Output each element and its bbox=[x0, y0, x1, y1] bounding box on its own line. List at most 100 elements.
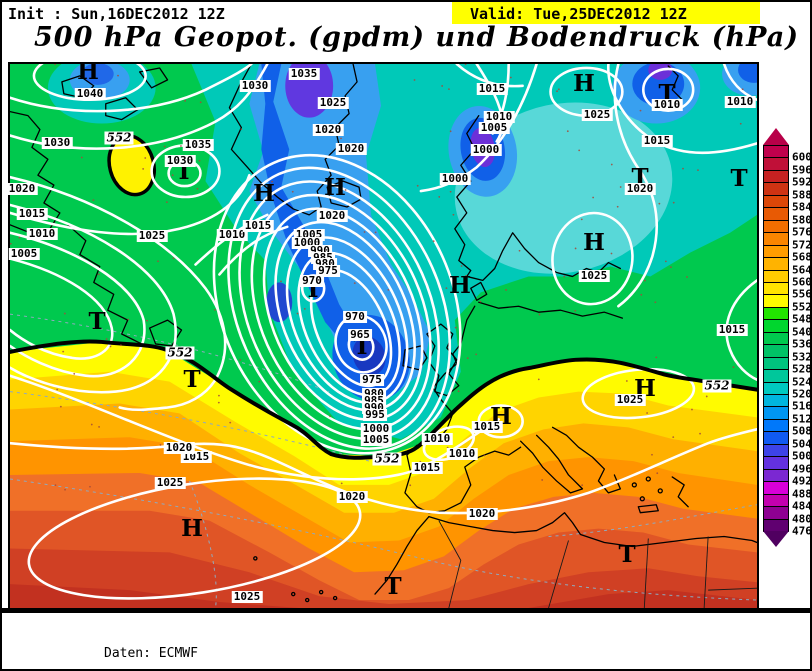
colorbar-swatch bbox=[763, 518, 789, 532]
isobar-label: 1015 bbox=[242, 219, 274, 232]
colorbar-swatch bbox=[763, 506, 789, 520]
low-center-marker: T bbox=[618, 541, 636, 568]
colorbar-tick-label: 520 bbox=[792, 387, 812, 401]
isobar-label: 1010 bbox=[216, 228, 248, 241]
isobar-label: 1025 bbox=[614, 393, 646, 406]
high-center-marker: H bbox=[253, 180, 275, 207]
colorbar-swatch bbox=[763, 369, 789, 383]
colorbar-tick-label: 540 bbox=[792, 325, 812, 339]
low-center-marker: T bbox=[88, 308, 106, 335]
colorbar-tick-label: 556 bbox=[792, 287, 812, 301]
colorbar-tick-label: 492 bbox=[792, 474, 812, 488]
colorbar-tick-label: 484 bbox=[792, 499, 812, 513]
geopotential-contour-label: 552 bbox=[372, 451, 402, 466]
colorbar-tick-label: 548 bbox=[792, 312, 812, 326]
colorbar-swatch bbox=[763, 257, 789, 271]
colorbar-tick-label: 596 bbox=[792, 163, 812, 177]
isobar-label: 1040 bbox=[74, 87, 106, 100]
isobar-label: 1025 bbox=[317, 96, 349, 109]
isobar-label: 1030 bbox=[164, 154, 196, 167]
isobar-label: 1000 bbox=[360, 422, 392, 435]
isobar-label: 975 bbox=[360, 373, 384, 386]
isobar-label: 1035 bbox=[288, 67, 320, 80]
valid-time-label: Valid: Tue,25DEC2012 12Z bbox=[470, 5, 687, 23]
colorbar-tick-label: 584 bbox=[792, 200, 812, 214]
colorbar-tick-label: 568 bbox=[792, 250, 812, 264]
colorbar-swatch bbox=[763, 281, 789, 296]
colorbar-arrow-up-icon bbox=[763, 128, 789, 145]
geopotential-contour-label: 552 bbox=[702, 378, 732, 393]
colorbar-swatch bbox=[763, 219, 789, 234]
colorbar-swatch bbox=[763, 194, 789, 209]
isobar-label: 975 bbox=[316, 264, 340, 277]
colorbar-tick-label: 564 bbox=[792, 263, 812, 277]
isobar-label: 1025 bbox=[581, 108, 613, 121]
colorbar-swatch bbox=[763, 456, 789, 470]
colorbar-swatch bbox=[763, 269, 789, 283]
colorbar-tick-label: 600 bbox=[792, 150, 812, 164]
colorbar-tick-label: 476 bbox=[792, 524, 812, 538]
isobar-label: 1025 bbox=[154, 476, 186, 489]
high-center-marker: H bbox=[573, 70, 595, 97]
colorbar-swatch bbox=[763, 244, 789, 259]
isobar-label: 970 bbox=[300, 274, 324, 287]
colorbar-arrow-down-icon bbox=[763, 531, 789, 547]
isobar-label: 1005 bbox=[478, 121, 510, 134]
isobar-label: 1000 bbox=[470, 143, 502, 156]
isobar-label: 1010 bbox=[483, 110, 515, 123]
colorbar-tick-label: 576 bbox=[792, 225, 812, 239]
colorbar-tick-label: 504 bbox=[792, 437, 812, 451]
isobar-label: 1020 bbox=[6, 182, 38, 195]
page-title: 500 hPa Geopot. (gpdm) und Bodendruck (h… bbox=[34, 22, 800, 53]
isobar-label: 1035 bbox=[182, 138, 214, 151]
colorbar-swatch bbox=[763, 418, 789, 433]
footer-source: Daten: ECMWF bbox=[104, 646, 198, 661]
map-bottom-divider bbox=[2, 608, 810, 613]
colorbar-tick-label: 536 bbox=[792, 337, 812, 351]
isobar-label: 1020 bbox=[312, 123, 344, 136]
low-center-marker: T bbox=[384, 573, 402, 600]
geopotential-colorbar: 600 596 592 588 584 580 576 572 568 564 560 556 552 5… bbox=[762, 128, 810, 552]
colorbar-swatch bbox=[763, 394, 789, 408]
country-borders bbox=[438, 520, 757, 608]
isobar-label: 1020 bbox=[624, 182, 656, 195]
colorbar-tick-label: 488 bbox=[792, 487, 812, 501]
isobar-label: 1005 bbox=[360, 433, 392, 446]
colorbar-tick-label: 580 bbox=[792, 213, 812, 227]
colorbar-swatch bbox=[763, 207, 789, 221]
isobar-label: 1010 bbox=[26, 227, 58, 240]
colorbar-swatch bbox=[763, 232, 789, 246]
high-center-marker: H bbox=[181, 515, 203, 542]
isobar-label: 970 bbox=[343, 310, 367, 323]
isobar-label: 1010 bbox=[651, 98, 683, 111]
isobar-label: 1025 bbox=[231, 590, 263, 603]
colorbar-tick-label: 528 bbox=[792, 362, 812, 376]
colorbar-swatch bbox=[763, 406, 789, 420]
isobar-label: 1020 bbox=[336, 490, 368, 503]
high-center-marker: H bbox=[324, 174, 346, 201]
colorbar-swatch bbox=[763, 468, 789, 483]
colorbar-swatch bbox=[763, 294, 789, 308]
isobar-label: 1015 bbox=[411, 461, 443, 474]
isobar-label: 1015 bbox=[471, 420, 503, 433]
geopotential-contour-label: 552 bbox=[104, 130, 134, 145]
isobar-label: 1015 bbox=[16, 207, 48, 220]
colorbar-tick-label: 500 bbox=[792, 449, 812, 463]
colorbar-swatch bbox=[763, 443, 789, 458]
colorbar-tick-label: 588 bbox=[792, 188, 812, 202]
colorbar-swatch bbox=[763, 381, 789, 396]
valid-time-highlight: Valid: Tue,25DEC2012 12Z bbox=[452, 2, 760, 24]
colorbar-tick-label: 512 bbox=[792, 412, 812, 426]
colorbar-tick-label: 516 bbox=[792, 399, 812, 413]
colorbar-swatch bbox=[763, 182, 789, 196]
colorbar-swatch bbox=[763, 344, 789, 358]
isobar-label: 1005 bbox=[8, 247, 40, 260]
colorbar-tick-label: 592 bbox=[792, 175, 812, 189]
high-center-marker: H bbox=[77, 58, 99, 85]
isobar-label: 995 bbox=[363, 408, 387, 421]
colorbar-swatch bbox=[763, 481, 789, 495]
isobar-label: 1025 bbox=[136, 229, 168, 242]
colorbar-swatch bbox=[763, 157, 789, 171]
colorbar-tick-label: 552 bbox=[792, 300, 812, 314]
isobar-label: 1020 bbox=[316, 209, 348, 222]
